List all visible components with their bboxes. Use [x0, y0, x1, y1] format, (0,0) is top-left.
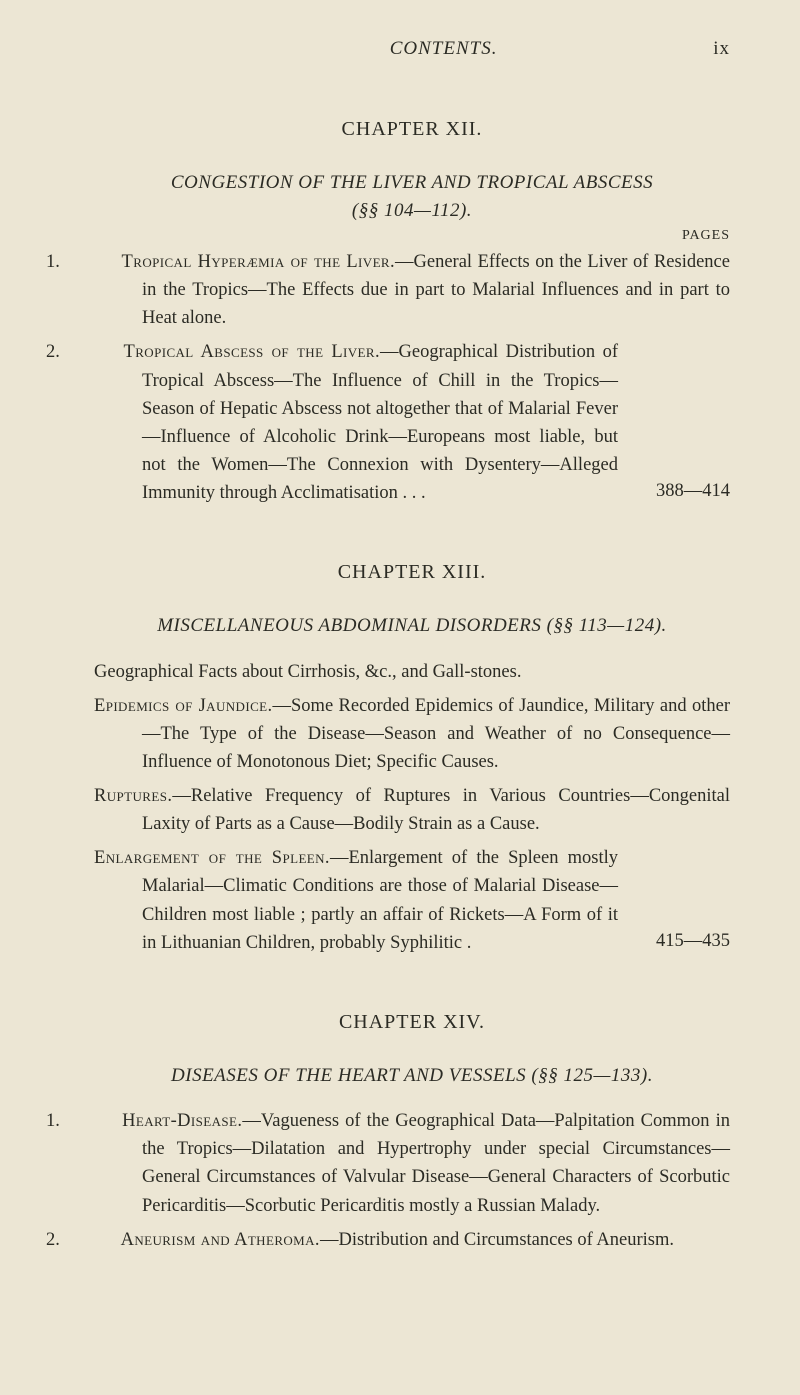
- chapter-14-entry-1: 1. Heart-Disease.—Vagueness of the Geogr…: [94, 1107, 730, 1219]
- chapter-13-entry-2: Ruptures.—Relative Frequency of Ruptures…: [94, 782, 730, 838]
- chapter-12-subtitle: CONGESTION OF THE LIVER AND TROPICAL ABS…: [94, 169, 730, 224]
- entry-caps: Enlargement of the Spleen.: [94, 848, 330, 868]
- chapter-12-entry-2: 2. Tropical Abscess of the Liver.—Geogra…: [94, 338, 730, 507]
- chapter-14-subtitle: DISEASES OF THE HEART AND VESSELS (§§ 12…: [94, 1062, 730, 1090]
- page-range: 415—435: [656, 927, 730, 955]
- entry-caps: Epidemics of Jaundice.: [94, 696, 273, 716]
- entry-caps: Tropical Hyperæmia of the Liver.: [122, 252, 395, 272]
- chapter-13-intro: Geographical Facts about Cirrhosis, &c.,…: [94, 658, 730, 686]
- entry-dots: . . .: [398, 483, 426, 503]
- chapter-14-head: CHAPTER XIV.: [94, 1011, 730, 1034]
- entry-number: 2.: [94, 1226, 116, 1254]
- chapter-13-entry-1: Epidemics of Jaundice.—Some Recorded Epi…: [94, 692, 730, 776]
- chapter-13-entry-3: Enlargement of the Spleen.—Enlargement o…: [94, 844, 730, 956]
- pages-label: PAGES: [94, 228, 730, 244]
- running-head: CONTENTS. ix: [94, 38, 730, 60]
- chapter-14-entry-2: 2. Aneurism and Atheroma.—Distribution a…: [94, 1226, 730, 1254]
- entry-body: —Geographical Distribution of Tropical A…: [142, 342, 618, 503]
- entry-number: 2.: [94, 338, 116, 366]
- chapter-14: CHAPTER XIV. DISEASES OF THE HEART AND V…: [94, 1011, 730, 1254]
- chapter-12-subtitle-line2: (§§ 104—112).: [352, 200, 472, 221]
- chapter-12: CHAPTER XII. CONGESTION OF THE LIVER AND…: [94, 118, 730, 507]
- entry-number: 1.: [94, 248, 116, 276]
- entry-body: —Relative Frequency of Ruptures in Vario…: [142, 786, 730, 834]
- entry-caps: Heart-Disease.: [122, 1111, 242, 1131]
- entry-number: 1.: [94, 1107, 116, 1135]
- entry-caps: Aneurism and Atheroma.: [121, 1230, 320, 1250]
- entry-dots: .: [462, 933, 471, 953]
- chapter-13-head: CHAPTER XIII.: [94, 561, 730, 584]
- chapter-12-head: CHAPTER XII.: [94, 118, 730, 141]
- page-number: ix: [713, 38, 730, 60]
- chapter-12-entry-1: 1. Tropical Hyperæmia of the Liver.—Gene…: [94, 248, 730, 332]
- chapter-13-subtitle: MISCELLANEOUS ABDOMINAL DISORDERS (§§ 11…: [94, 612, 730, 640]
- chapter-13: CHAPTER XIII. MISCELLANEOUS ABDOMINAL DI…: [94, 561, 730, 957]
- entry-caps: Tropical Abscess of the Liver.: [124, 342, 380, 362]
- entry-body: —Distribution and Circumstances of Aneur…: [320, 1230, 674, 1250]
- page-range: 388—414: [656, 477, 730, 505]
- chapter-12-subtitle-line1: CONGESTION OF THE LIVER AND TROPICAL ABS…: [171, 172, 653, 193]
- running-title: CONTENTS.: [390, 38, 498, 60]
- entry-caps: Ruptures.: [94, 786, 172, 806]
